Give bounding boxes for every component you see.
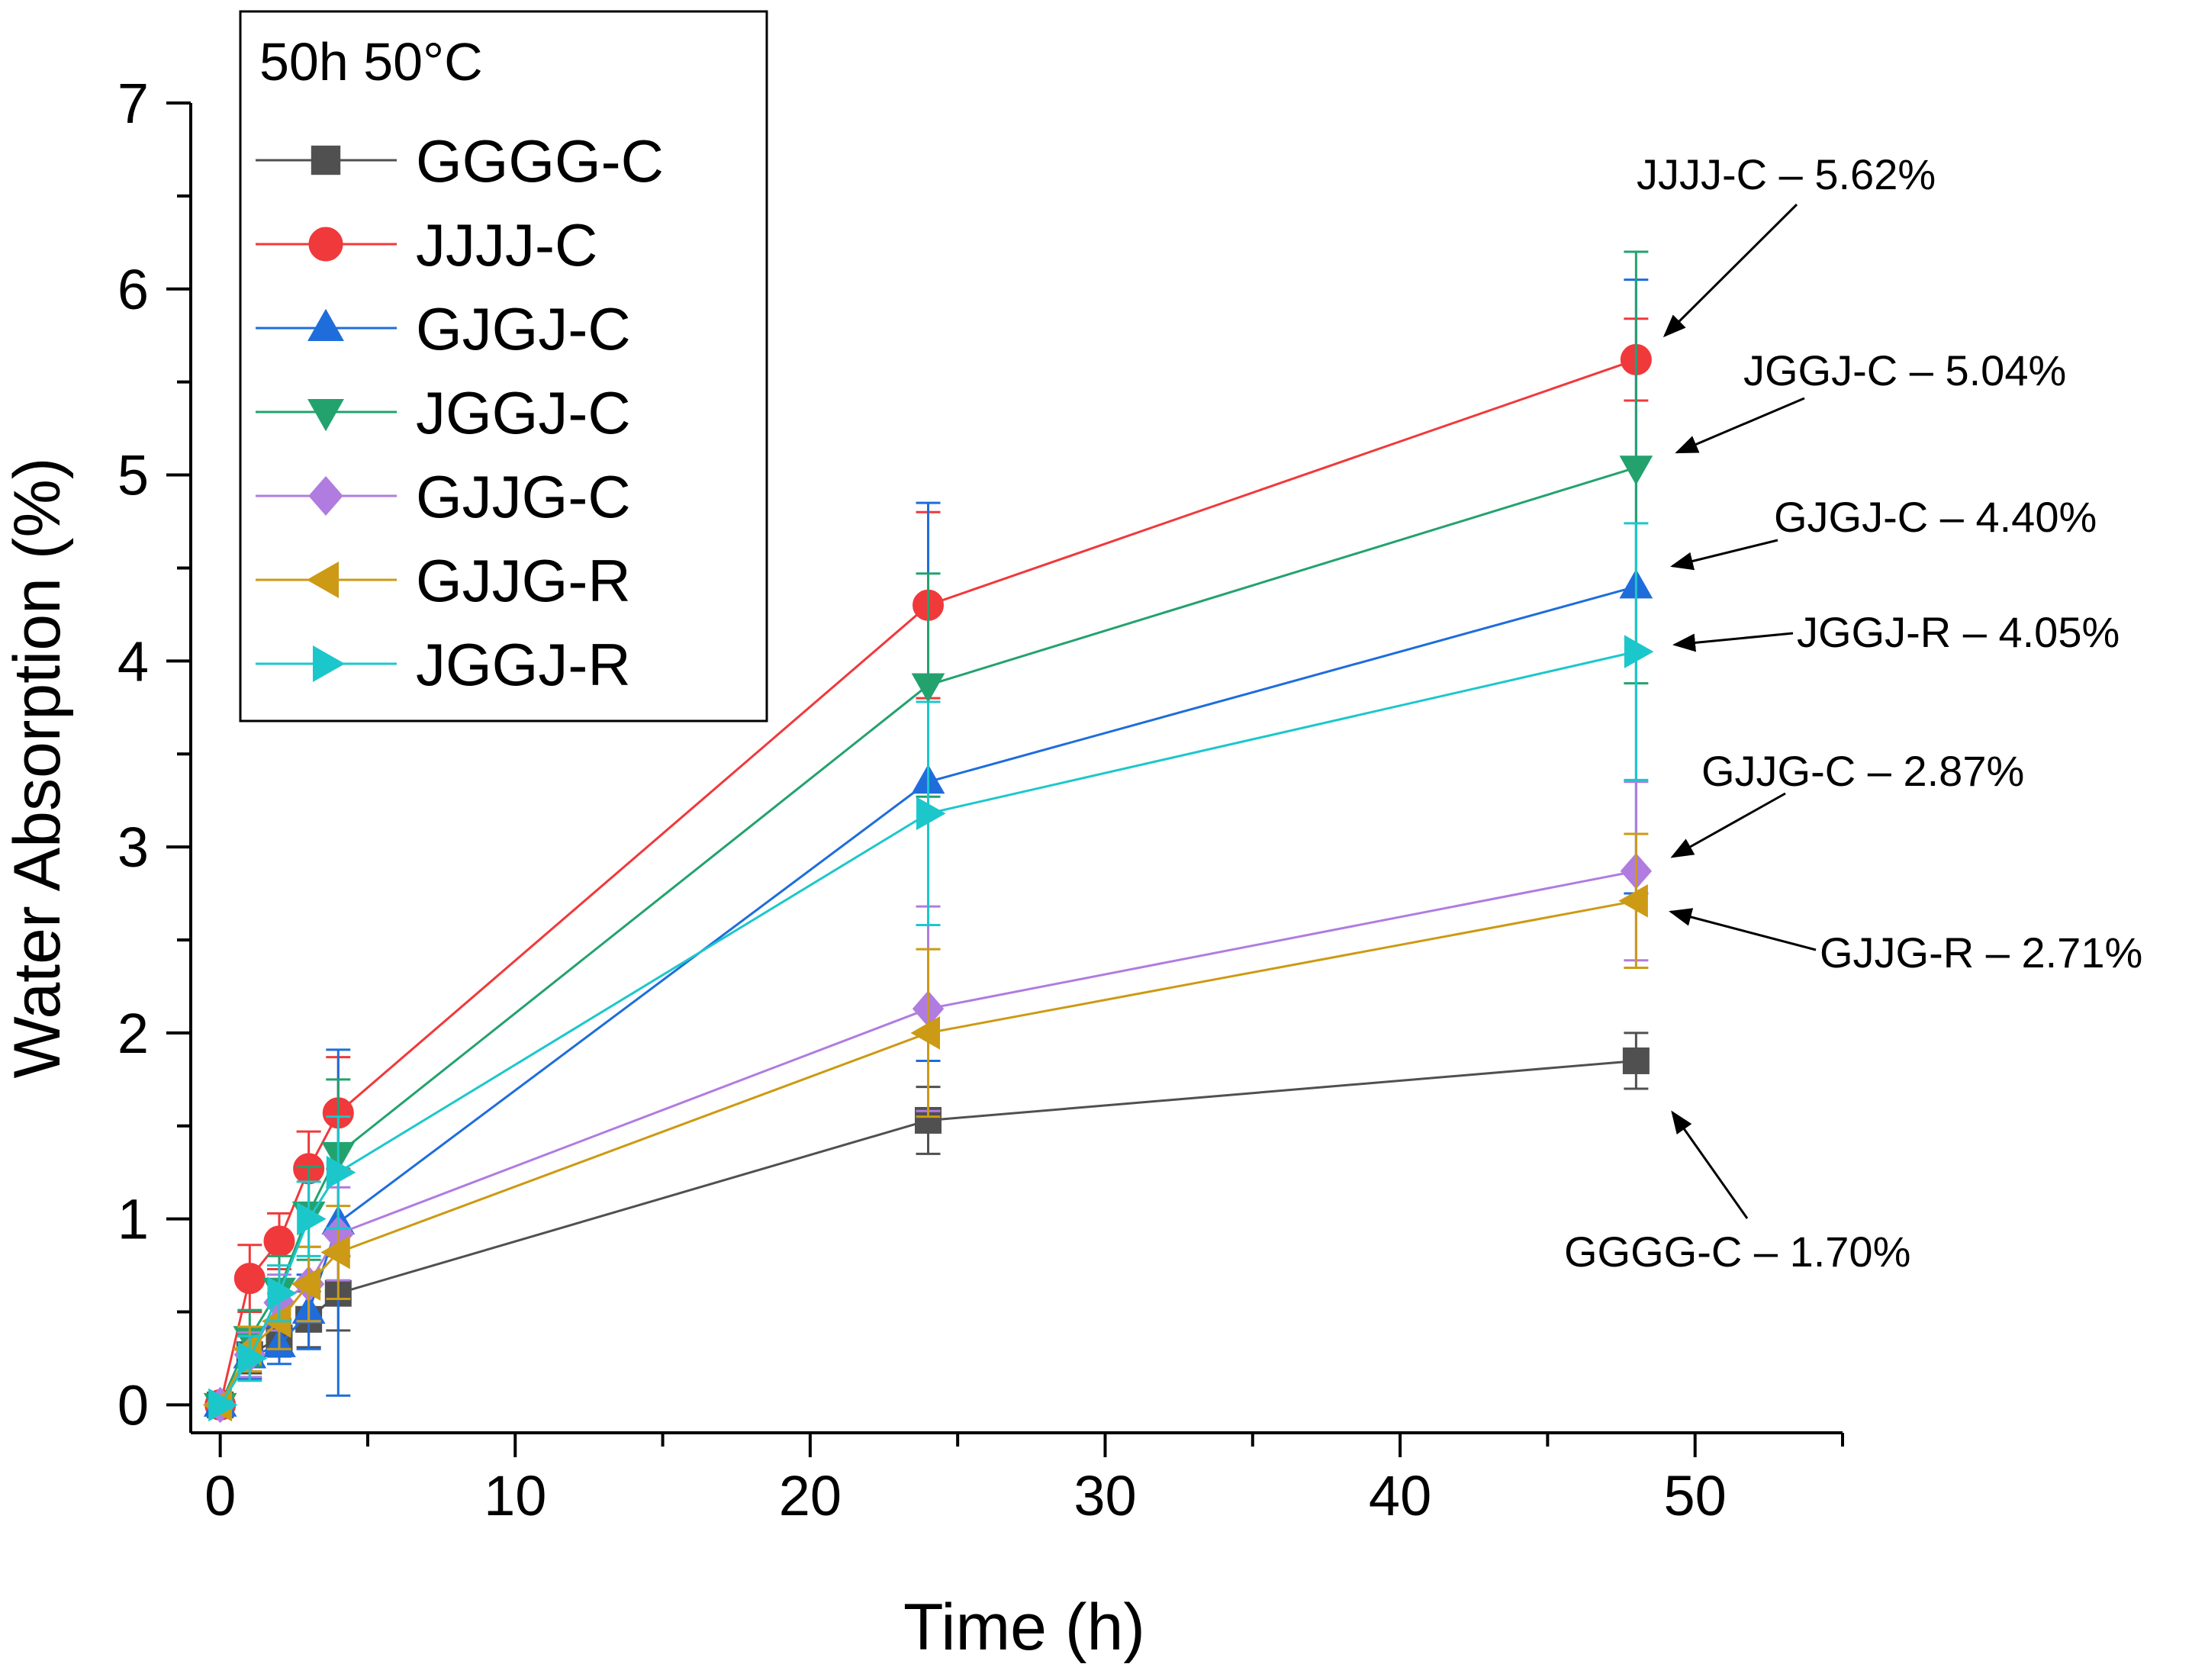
data-point <box>237 1341 268 1376</box>
legend-marker <box>306 562 339 598</box>
data-point <box>326 1155 356 1189</box>
annotation-label: GJJG-C – 2.87% <box>1701 747 2024 795</box>
legend-marker <box>311 145 341 175</box>
legend-label: GGGG-C <box>416 127 664 195</box>
legend-label: GJGJ-C <box>416 295 631 362</box>
annotation-label: GJGJ-C – 4.40% <box>1774 493 2097 541</box>
legend-entry-jggj-r: JGGJ-R <box>256 631 631 698</box>
x-tick-label: 20 <box>779 1464 842 1527</box>
y-tick-label: 3 <box>117 816 149 879</box>
y-tick-label: 7 <box>117 72 149 135</box>
annotations: JJJJ-C – 5.62% JGGJ-C – 5.04% GJGJ-C – 4.4… <box>1564 150 2142 1276</box>
y-tick-label: 4 <box>117 629 149 693</box>
x-tick-label: 10 <box>484 1464 546 1527</box>
annotation-jjjj-c: JJJJ-C – 5.62% <box>1637 150 1936 338</box>
y-tick-label: 0 <box>117 1373 149 1437</box>
data-point <box>320 1235 350 1270</box>
legend-marker <box>308 227 343 262</box>
series-layer <box>202 250 1654 1424</box>
data-point <box>916 797 946 831</box>
legend-marker <box>308 475 343 517</box>
y-tick-label: 1 <box>117 1188 149 1251</box>
y-tick-label: 5 <box>117 444 149 507</box>
legend-marker <box>307 308 344 341</box>
data-point <box>1619 455 1653 485</box>
x-tick-label: 40 <box>1369 1464 1431 1527</box>
legend-marker <box>307 399 344 432</box>
y-axis-label: Water Absorption (%) <box>1 457 74 1078</box>
y-tick-label: 2 <box>117 1002 149 1065</box>
data-point <box>267 1276 297 1311</box>
annotation-arrow <box>1671 1110 1749 1219</box>
annotation-label: JGGJ-R – 4.05% <box>1797 608 2120 656</box>
annotation-gjgj-c: GJGJ-C – 4.40% <box>1670 493 2097 571</box>
x-axis-label: Time (h) <box>903 1591 1145 1664</box>
data-point <box>910 1016 941 1050</box>
legend-label: JJJJ-C <box>416 211 597 278</box>
annotation-arrow <box>1663 203 1798 338</box>
data-point <box>1624 635 1654 668</box>
annotation-arrow <box>1675 397 1805 454</box>
data-point <box>911 673 945 703</box>
legend-marker <box>313 645 346 682</box>
annotation-arrow <box>1672 632 1794 652</box>
annotation-jggj-r: JGGJ-R – 4.05% <box>1672 608 2120 656</box>
y-tick-label: 6 <box>117 258 149 321</box>
legend-entry-gjgj-c: GJGJ-C <box>256 295 631 362</box>
x-tick-label: 50 <box>1664 1464 1727 1527</box>
legend-entry-jggj-c: JGGJ-C <box>256 379 631 446</box>
annotation-gggg-c: GGGG-C – 1.70% <box>1564 1110 1910 1276</box>
legend-label: JGGJ-C <box>416 379 631 446</box>
annotation-label: JJJJ-C – 5.62% <box>1637 150 1936 198</box>
legend-box <box>239 10 768 723</box>
axes: 0 10 20 30 40 50 0 1 2 3 4 5 6 7 <box>117 72 1844 1527</box>
data-point <box>263 1225 295 1257</box>
legend-title: 50h 50°C <box>259 32 483 92</box>
annotation-arrow <box>1670 792 1786 858</box>
data-point <box>208 1388 238 1422</box>
legend-label: GJJG-C <box>416 463 631 530</box>
annotation-gjjg-r: GJJG-R – 2.71% <box>1669 908 2142 977</box>
annotation-arrow <box>1670 539 1778 571</box>
legend-entry-jjjj-c: JJJJ-C <box>256 211 597 278</box>
annotation-label: GJJG-R – 2.71% <box>1820 929 2142 977</box>
data-point <box>1622 1047 1650 1074</box>
legend-entry-gjjg-r: GJJG-R <box>256 547 631 614</box>
legend: GGGG-C JJJJ-C GJGJ-C JGGJ-C GJJG-C GJJG-R JGGJ… <box>239 10 768 723</box>
data-point <box>233 1263 266 1295</box>
legend-label: JGGJ-R <box>416 631 631 698</box>
annotation-arrow <box>1669 908 1817 951</box>
data-point <box>291 1267 321 1301</box>
annotation-label: GGGG-C – 1.70% <box>1564 1228 1910 1276</box>
data-point <box>1618 883 1648 918</box>
annotation-label: JGGJ-C – 5.04% <box>1743 346 2066 394</box>
x-tick-label: 0 <box>204 1464 236 1527</box>
annotation-jggj-c: JGGJ-C – 5.04% <box>1675 346 2066 454</box>
x-tick-label: 30 <box>1073 1464 1136 1527</box>
legend-label: GJJG-R <box>416 547 631 614</box>
annotation-gjjg-c: GJJG-C – 2.87% <box>1670 747 2024 858</box>
data-point <box>297 1202 327 1236</box>
series-jggj-r <box>208 522 1654 1422</box>
legend-entry-gjjg-c: GJJG-C <box>256 463 631 530</box>
legend-entry-gggg-c: GGGG-C <box>256 127 664 195</box>
